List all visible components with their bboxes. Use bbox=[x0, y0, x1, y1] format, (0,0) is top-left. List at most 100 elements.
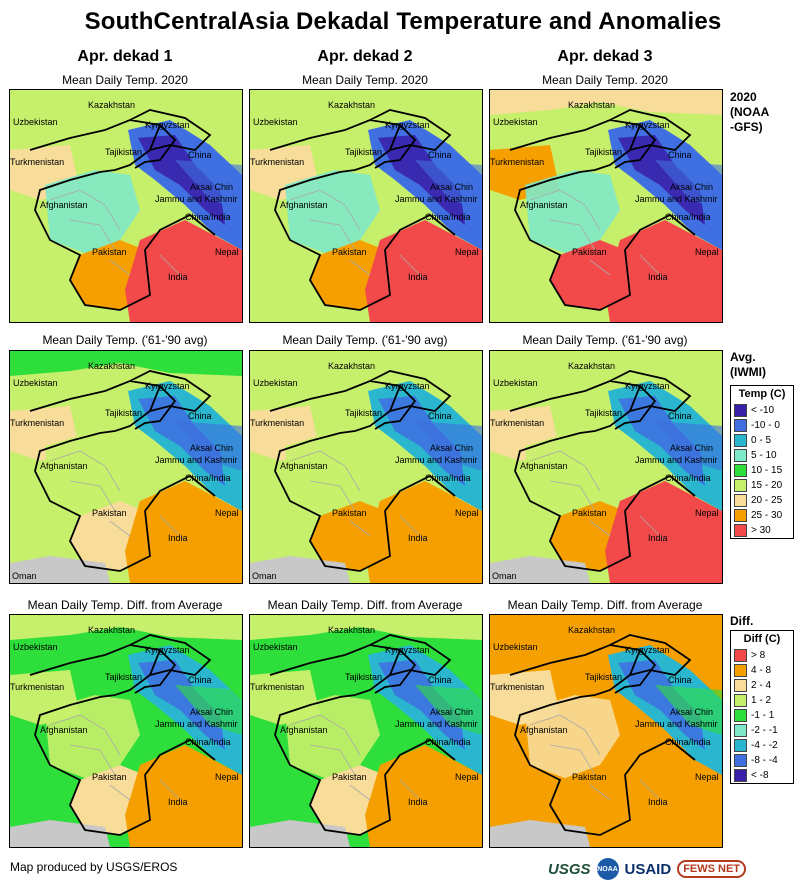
map-panel-avg-dekad-1: Kazakhstan Uzbekistan Kyrgyzstan Tajikistan… bbox=[9, 350, 243, 584]
region-ocean bbox=[10, 820, 110, 847]
place-label: Aksai Chin bbox=[190, 443, 233, 453]
legend-label: -8 - -4 bbox=[751, 755, 778, 766]
panel-subtitle: Mean Daily Temp. ('61-'90 avg) bbox=[42, 333, 208, 347]
place-label: India bbox=[168, 533, 188, 543]
place-label: Afghanistan bbox=[520, 200, 568, 210]
place-label: Aksai Chin bbox=[670, 443, 713, 453]
region-plateau bbox=[175, 160, 242, 210]
place-label: China bbox=[188, 150, 212, 160]
region-india bbox=[605, 481, 722, 583]
place-label: Aksai Chin bbox=[190, 182, 233, 192]
region-afghanistan bbox=[285, 431, 380, 516]
map-svg: Kazakhstan Uzbekistan Kyrgyzstan Tajikistan… bbox=[250, 90, 482, 322]
place-label: Uzbekistan bbox=[493, 642, 538, 652]
usaid-logo: USAID bbox=[624, 860, 672, 878]
map-svg: Kazakhstan Uzbekistan Kyrgyzstan Tajikistan… bbox=[490, 90, 722, 322]
legend-label: > 8 bbox=[751, 650, 766, 661]
place-label: Kyrgyzstan bbox=[145, 645, 190, 655]
noaa-logo: NOAA bbox=[596, 858, 619, 880]
region-ocean bbox=[250, 556, 350, 583]
place-label: China/India bbox=[665, 473, 711, 483]
region-plateau bbox=[415, 160, 482, 210]
region-afghanistan bbox=[525, 695, 620, 780]
row-label-2020: 2020 (NOAA -GFS) bbox=[730, 90, 770, 134]
place-label: Pakistan bbox=[92, 247, 127, 257]
place-label: Aksai Chin bbox=[670, 707, 713, 717]
place-label: Pakistan bbox=[92, 508, 127, 518]
place-label: Tajikistan bbox=[345, 408, 382, 418]
legend-item: -8 - -4 bbox=[731, 753, 793, 768]
place-label: Pakistan bbox=[332, 772, 367, 782]
legend-swatch bbox=[734, 449, 747, 462]
legend-swatch bbox=[734, 494, 747, 507]
place-label: Pakistan bbox=[92, 772, 127, 782]
column-header-dekad-3: Apr. dekad 3 bbox=[557, 48, 653, 65]
legend-swatch bbox=[734, 769, 747, 782]
panel-subtitle: Mean Daily Temp. 2020 bbox=[62, 73, 188, 87]
country-borders bbox=[269, 370, 456, 572]
province-borders bbox=[289, 450, 426, 542]
place-label: Turkmenistan bbox=[10, 418, 64, 428]
legend-label: -10 - 0 bbox=[751, 420, 780, 431]
difference-legend: Diff (C) > 8 4 - 8 2 - 4 1 - 2 -1 - 1 -2 - -1… bbox=[730, 630, 794, 784]
column-header-dekad-2: Apr. dekad 2 bbox=[317, 48, 413, 65]
place-label: Nepal bbox=[455, 247, 479, 257]
place-label: Afghanistan bbox=[520, 725, 568, 735]
panel-subtitle: Mean Daily Temp. Diff. from Average bbox=[507, 598, 703, 612]
place-label: Kyrgyzstan bbox=[625, 120, 670, 130]
legend-item: 20 - 25 bbox=[731, 493, 793, 508]
place-label: India bbox=[648, 797, 668, 807]
place-label: China/India bbox=[185, 737, 231, 747]
map-panel-avg-dekad-3: Kazakhstan Uzbekistan Kyrgyzstan Tajikistan… bbox=[489, 350, 723, 584]
legend-item: -1 - 1 bbox=[731, 708, 793, 723]
region-high-mountains bbox=[138, 135, 225, 225]
place-label: Afghanistan bbox=[280, 200, 328, 210]
place-label: Nepal bbox=[215, 247, 239, 257]
legend-label: -1 - 1 bbox=[751, 710, 775, 721]
place-label: Uzbekistan bbox=[13, 117, 58, 127]
map-svg: Kazakhstan Uzbekistan Kyrgyzstan Tajikistan… bbox=[10, 615, 242, 847]
place-label: India bbox=[168, 797, 188, 807]
place-label: India bbox=[648, 533, 668, 543]
legend-item: 10 - 15 bbox=[731, 463, 793, 478]
province-borders bbox=[49, 189, 186, 281]
place-label: Turkmenistan bbox=[10, 157, 64, 167]
region-north bbox=[250, 90, 482, 115]
country-borders bbox=[509, 634, 696, 836]
legend-swatch bbox=[734, 754, 747, 767]
place-label: Jammu and Kashmir bbox=[155, 194, 238, 204]
map-panel-avg-dekad-2: Kazakhstan Uzbekistan Kyrgyzstan Tajikistan… bbox=[249, 350, 483, 584]
row-label-diff: Diff. bbox=[730, 614, 754, 628]
place-label: Uzbekistan bbox=[253, 117, 298, 127]
country-borders bbox=[29, 370, 216, 572]
region-india bbox=[365, 220, 482, 322]
legend-item: > 8 bbox=[731, 648, 793, 663]
place-label: Afghanistan bbox=[280, 725, 328, 735]
region-afghanistan bbox=[525, 170, 620, 255]
region-high-mountains bbox=[138, 660, 225, 750]
legend-swatch bbox=[734, 724, 747, 737]
map-panel-diff-dekad-2: Kazakhstan Uzbekistan Kyrgyzstan Tajikistan… bbox=[249, 614, 483, 848]
row-label-avg: Avg. (IWMI) bbox=[730, 350, 766, 379]
province-borders bbox=[49, 450, 186, 542]
place-label: Kyrgyzstan bbox=[385, 120, 430, 130]
place-label: Kyrgyzstan bbox=[385, 645, 430, 655]
region-afghanistan bbox=[525, 431, 620, 516]
panel-subtitle: Mean Daily Temp. ('61-'90 avg) bbox=[522, 333, 688, 347]
region-high-mountains bbox=[618, 135, 705, 225]
place-label: China/India bbox=[665, 212, 711, 222]
place-label: Tajikistan bbox=[105, 672, 142, 682]
place-label: India bbox=[408, 797, 428, 807]
region-ocean bbox=[490, 556, 590, 583]
place-label: Pakistan bbox=[572, 247, 607, 257]
region-afghanistan bbox=[45, 695, 140, 780]
map-panel-diff-dekad-3: Kazakhstan Uzbekistan Kyrgyzstan Tajikistan… bbox=[489, 614, 723, 848]
place-label: Afghanistan bbox=[40, 200, 88, 210]
region-north bbox=[490, 90, 722, 115]
legend-item: < -10 bbox=[731, 403, 793, 418]
place-label: Pakistan bbox=[332, 508, 367, 518]
place-label: China/India bbox=[185, 473, 231, 483]
place-label: Kazakhstan bbox=[328, 625, 375, 635]
place-label: Pakistan bbox=[332, 247, 367, 257]
place-label: Uzbekistan bbox=[493, 117, 538, 127]
